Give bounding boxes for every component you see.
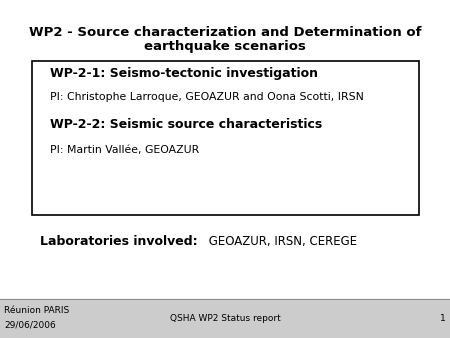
Text: 29/06/2006: 29/06/2006 xyxy=(4,321,56,330)
Text: WP2 - Source characterization and Determination of: WP2 - Source characterization and Determ… xyxy=(29,26,421,39)
Text: PI: Martin Vallée, GEOAZUR: PI: Martin Vallée, GEOAZUR xyxy=(50,145,199,155)
Text: WP-2-2: Seismic source characteristics: WP-2-2: Seismic source characteristics xyxy=(50,118,322,131)
Bar xyxy=(0,299,450,338)
Text: GEOAZUR, IRSN, CEREGE: GEOAZUR, IRSN, CEREGE xyxy=(205,235,357,248)
Text: QSHA WP2 Status report: QSHA WP2 Status report xyxy=(170,314,280,323)
Text: Réunion PARIS: Réunion PARIS xyxy=(4,306,70,315)
Text: PI: Christophe Larroque, GEOAZUR and Oona Scotti, IRSN: PI: Christophe Larroque, GEOAZUR and Oon… xyxy=(50,92,364,102)
Text: earthquake scenarios: earthquake scenarios xyxy=(144,40,306,53)
FancyBboxPatch shape xyxy=(32,61,419,215)
Text: 1: 1 xyxy=(440,314,446,323)
Text: Laboratories involved:: Laboratories involved: xyxy=(40,235,198,248)
Text: WP-2-1: Seismo-tectonic investigation: WP-2-1: Seismo-tectonic investigation xyxy=(50,67,318,80)
